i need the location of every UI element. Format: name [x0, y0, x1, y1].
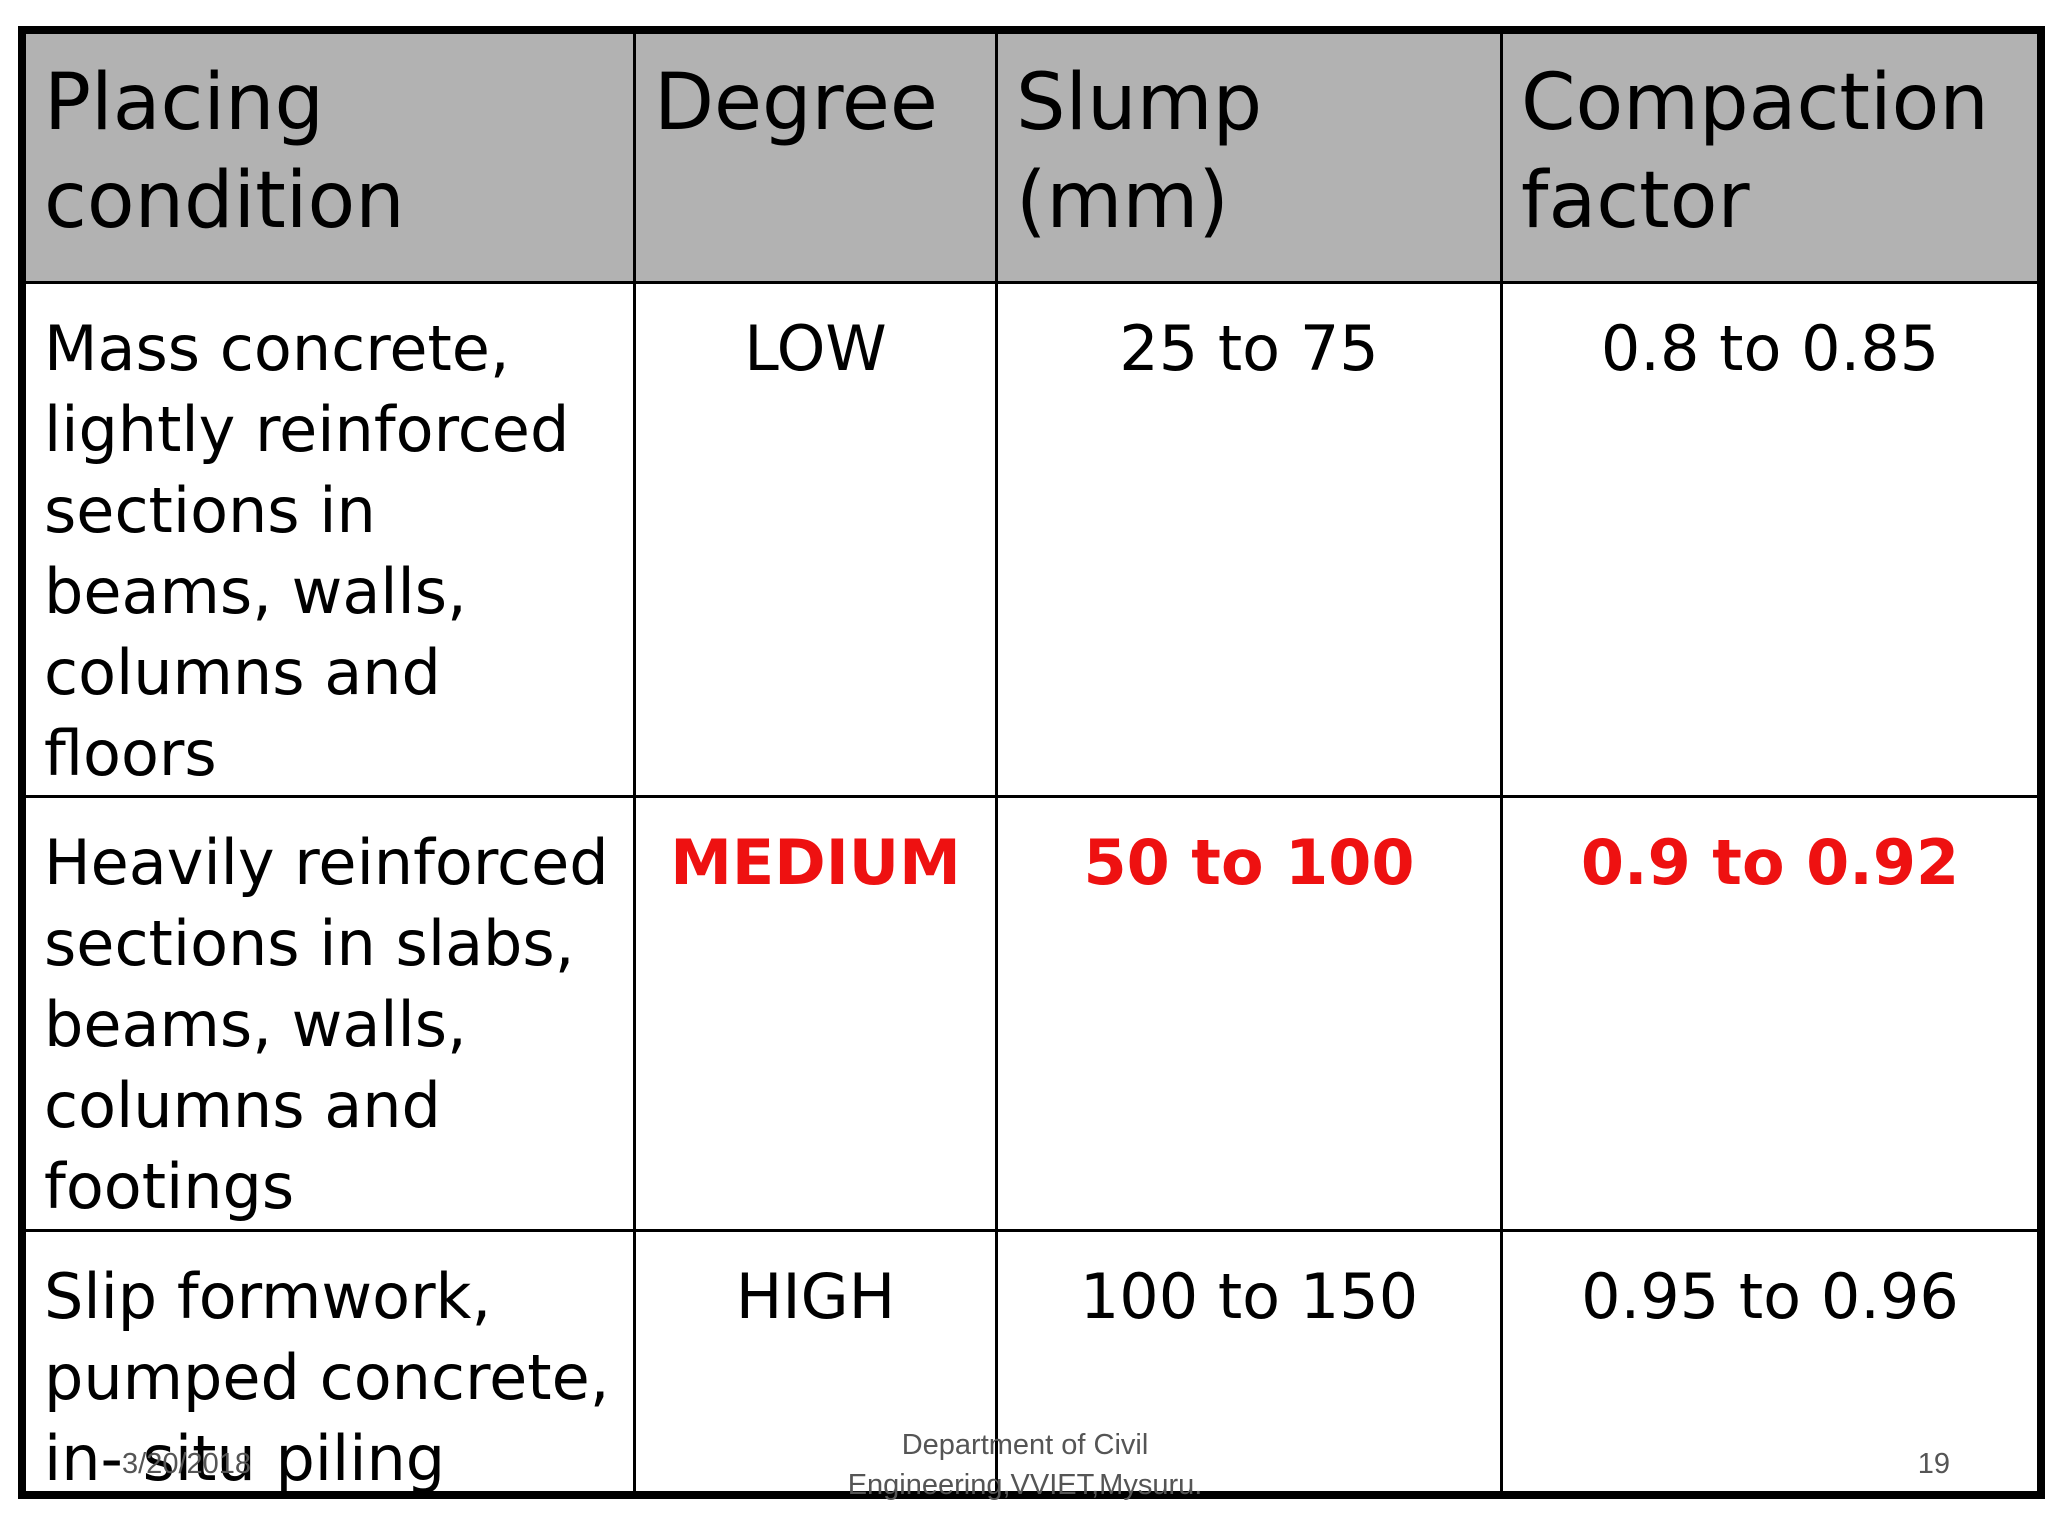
cell-text-line: floors	[44, 717, 217, 790]
cell-compaction-low: 0.8 to 0.85	[1503, 284, 2037, 798]
cell-slump-high: 100 to 150	[998, 1232, 1503, 1491]
cell-degree-high: HIGH	[636, 1232, 998, 1491]
cell-compaction-high: 0.95 to 0.96	[1581, 1260, 1959, 1333]
cell-text-line: columns and	[44, 636, 441, 709]
cell-placing-condition-low: Mass concrete, lightly reinforced sectio…	[26, 284, 636, 798]
cell-placing-condition-medium: Heavily reinforced sections in slabs, be…	[26, 798, 636, 1232]
footer-department-line: Department of Civil	[901, 1429, 1149, 1461]
cell-slump-low: 25 to 75	[998, 284, 1503, 798]
cell-text-line: beams, walls,	[44, 988, 467, 1061]
header-text-line: Degree	[654, 58, 938, 148]
cell-placing-condition-high: Slip formwork, pumped concrete, in- situ…	[26, 1232, 636, 1491]
cell-text-line: columns and	[44, 1069, 441, 1142]
header-text-line: (mm)	[1016, 156, 1229, 246]
cell-text-line: beams, walls,	[44, 555, 467, 628]
cell-text-line: in- situ piling	[44, 1422, 446, 1491]
cell-compaction-medium: 0.9 to 0.92	[1503, 798, 2037, 1232]
header-degree: Degree	[636, 34, 998, 284]
cell-degree-medium: MEDIUM	[636, 798, 998, 1232]
cell-slump-medium: 50 to 100	[998, 798, 1503, 1232]
cell-text-line: sections in	[44, 474, 376, 547]
header-compaction-factor: Compaction factor	[1503, 34, 2037, 284]
footer-department: Department of Civil Engineering,VVIET,My…	[800, 1425, 1250, 1505]
header-text-line: factor	[1521, 156, 1750, 246]
cell-text-line: sections in slabs,	[44, 907, 575, 980]
header-slump: Slump (mm)	[998, 34, 1503, 284]
header-text-line: Compaction	[1521, 58, 1989, 148]
footer-date: 3/20/2018	[122, 1448, 252, 1480]
header-text-line: condition	[44, 156, 405, 246]
cell-text-line: Heavily reinforced	[44, 826, 609, 899]
footer-page-number: 19	[1917, 1448, 1950, 1480]
header-placing-condition: Placing condition	[26, 34, 636, 284]
cell-text-line: Slip formwork,	[44, 1260, 492, 1333]
cell-degree-low: LOW	[636, 284, 998, 798]
cell-text-line: lightly reinforced	[44, 393, 570, 466]
header-text-line: Slump	[1016, 58, 1263, 148]
cell-text-line: pumped concrete,	[44, 1341, 610, 1414]
cell-text-line: Mass concrete,	[44, 312, 510, 385]
footer-department-line: Engineering,VVIET,Mysuru.	[847, 1469, 1203, 1501]
header-text-line: Placing	[44, 58, 325, 148]
workability-table: Placing condition Degree Slump (mm) Comp…	[18, 26, 2045, 1499]
cell-text-line: footings	[44, 1150, 295, 1223]
